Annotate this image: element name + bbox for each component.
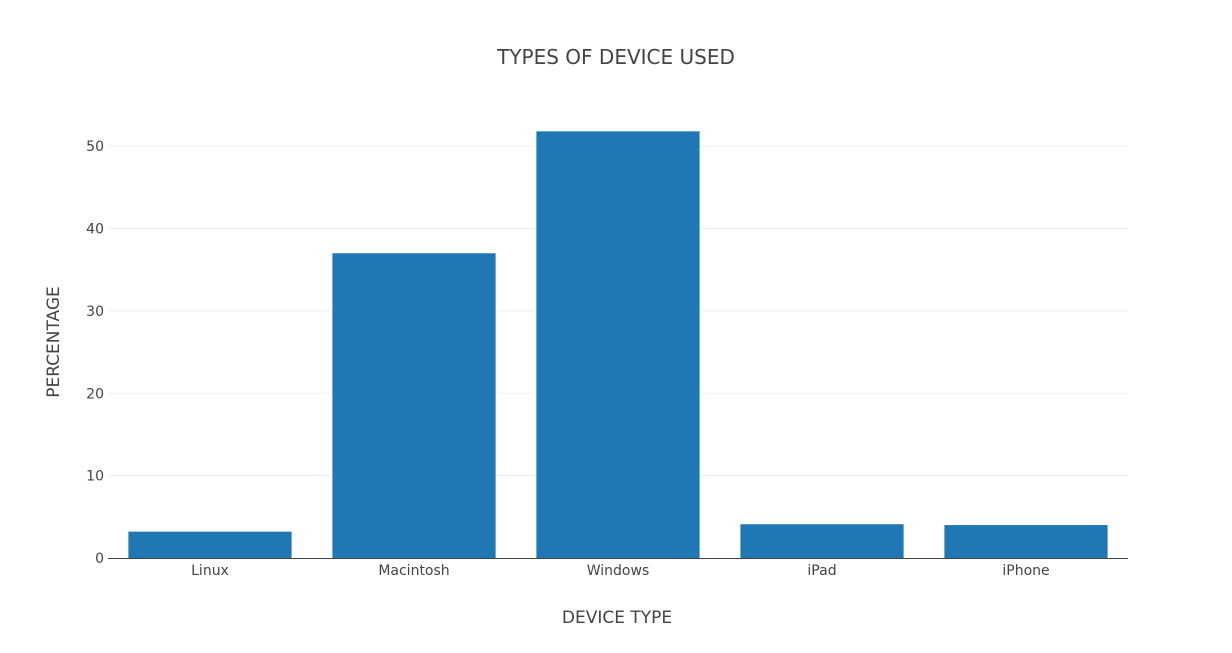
x-tick-label: Macintosh xyxy=(378,563,449,579)
bar-iphone xyxy=(944,525,1108,558)
y-axis-title: PERCENTAGE xyxy=(44,286,64,398)
chart-title: TYPES OF DEVICE USED xyxy=(496,45,735,69)
x-tick-label: Linux xyxy=(191,563,229,579)
bar-windows xyxy=(536,131,700,558)
y-tick-label: 20 xyxy=(86,386,104,402)
y-tick-label: 50 xyxy=(86,139,104,155)
y-tick-label: 10 xyxy=(86,469,104,485)
bar-ipad xyxy=(740,524,904,558)
x-tick-label: iPhone xyxy=(1002,563,1049,579)
x-axis-title: DEVICE TYPE xyxy=(562,608,672,628)
bar-linux xyxy=(128,531,292,558)
x-tick-label: iPad xyxy=(807,563,836,579)
y-axis-ticks: 0 10 20 30 40 50 xyxy=(86,139,104,567)
x-tick-label: Windows xyxy=(587,563,650,579)
y-tick-label: 30 xyxy=(86,304,104,320)
bars xyxy=(128,131,1108,558)
x-axis-ticks: Linux Macintosh Windows iPad iPhone xyxy=(191,563,1050,579)
y-tick-label: 0 xyxy=(95,551,104,567)
y-tick-label: 40 xyxy=(86,222,104,238)
bar-macintosh xyxy=(332,253,496,558)
